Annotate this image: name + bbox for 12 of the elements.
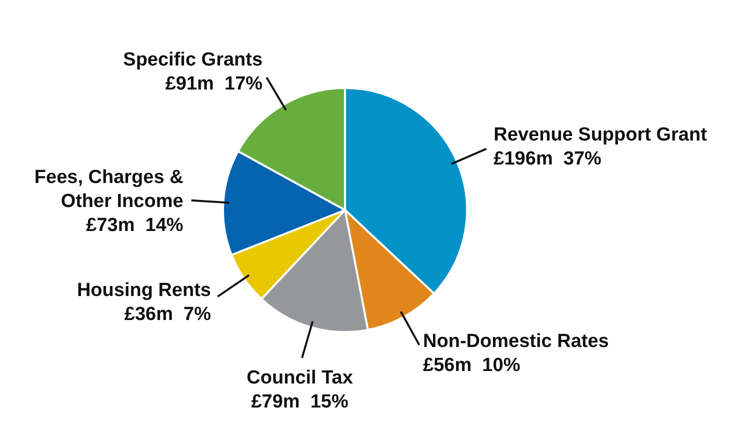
slice-label: Specific Grants — [123, 50, 263, 71]
data-label: £196m 37% — [494, 148, 602, 170]
slice-label: Non-Domestic Rates — [423, 330, 609, 352]
slice-label: Council Tax — [246, 368, 354, 389]
slice-label: Housing Rents — [76, 280, 212, 302]
slice-label: Revenue Support Grant — [494, 124, 708, 146]
data-label: £79m 15% — [251, 392, 348, 413]
data-label: £56m 10% — [423, 354, 520, 376]
data-label: £36m 7% — [124, 304, 212, 326]
slice-label: Fees, Charges & Other Income — [34, 166, 184, 212]
data-label: £91m 17% — [165, 74, 263, 95]
data-label: £73m 14% — [86, 214, 184, 236]
